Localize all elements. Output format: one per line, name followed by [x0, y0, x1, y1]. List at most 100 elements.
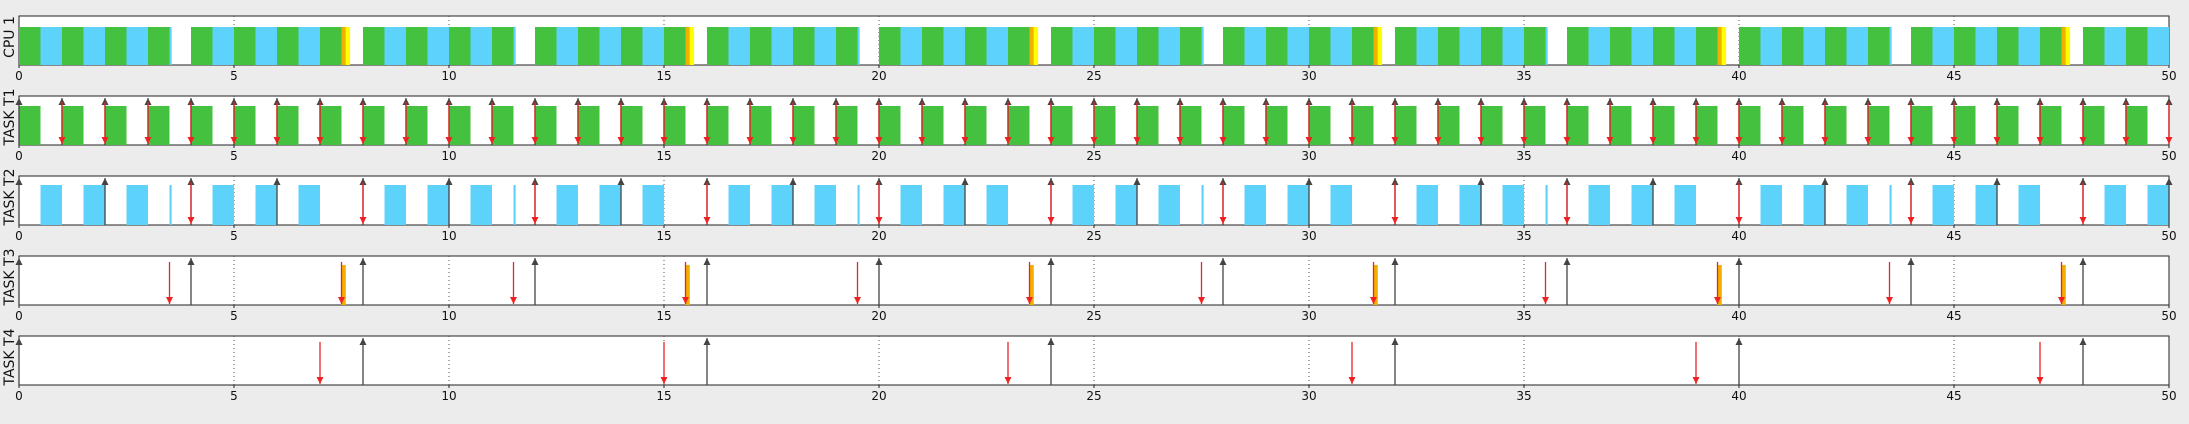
segment-t2 — [1201, 27, 1204, 65]
segment-t1 — [1438, 27, 1460, 65]
segment-t2 — [384, 185, 406, 225]
tick-label: 40 — [1731, 69, 1746, 83]
tick-label: 40 — [1731, 309, 1746, 323]
segment-t2 — [1502, 27, 1524, 65]
segment-t2 — [1158, 27, 1180, 65]
segment-t1 — [750, 27, 772, 65]
segment-t2 — [1459, 27, 1481, 65]
release-arrow — [359, 258, 367, 305]
segment-t1 — [191, 27, 213, 65]
segment-t1 — [406, 106, 428, 145]
segment-t1 — [879, 27, 901, 65]
segment-t1 — [148, 27, 170, 65]
segment-t2 — [1588, 185, 1610, 225]
segment-t2 — [40, 185, 62, 225]
tick-label: 50 — [2161, 309, 2176, 323]
tick-label: 40 — [1731, 229, 1746, 243]
deadline-arrow — [1520, 102, 1528, 144]
tick-label: 45 — [1946, 389, 1961, 403]
segment-t1 — [234, 106, 256, 145]
segment-t1 — [922, 106, 944, 145]
deadline-arrow — [445, 102, 453, 144]
tick-label: 40 — [1731, 389, 1746, 403]
segment-t2 — [1975, 185, 1997, 225]
release-arrow — [1305, 178, 1313, 225]
deadline-arrow — [1692, 102, 1700, 144]
deadline-arrow — [1047, 182, 1055, 224]
segment-t1 — [1180, 106, 1202, 145]
deadline-arrow — [1391, 182, 1399, 224]
segment-t1 — [1309, 27, 1331, 65]
segment-t1 — [1696, 27, 1718, 65]
segment-t2 — [1846, 27, 1868, 65]
tick-label: 15 — [656, 69, 671, 83]
segment-t1 — [1266, 106, 1288, 145]
tick-label: 45 — [1946, 149, 1961, 163]
segment-t1 — [664, 106, 686, 145]
release-arrow — [703, 338, 711, 385]
segment-t2 — [1416, 27, 1438, 65]
segment-t2 — [1158, 185, 1180, 225]
segment-t1 — [2083, 27, 2105, 65]
deadline-arrow — [101, 102, 109, 144]
tick-label: 15 — [656, 149, 671, 163]
tick-label: 25 — [1086, 389, 1101, 403]
deadline-arrow — [359, 102, 367, 144]
release-arrow — [2079, 338, 2087, 385]
release-arrow — [273, 178, 281, 225]
segment-t2 — [1889, 185, 1892, 225]
panel-label: TASK T2 — [2, 168, 18, 226]
segment-t2 — [986, 185, 1008, 225]
segment-t1 — [1567, 27, 1589, 65]
deadline-arrow — [789, 102, 797, 144]
segment-t2 — [1674, 27, 1696, 65]
segment-t1 — [965, 106, 987, 145]
deadline-arrow — [1348, 102, 1356, 144]
segment-t1 — [19, 106, 41, 145]
segment-t2 — [1287, 185, 1309, 225]
deadline-arrow — [1026, 262, 1033, 304]
deadline-arrow — [1563, 102, 1571, 144]
segment-t2 — [1115, 185, 1137, 225]
segment-t2 — [298, 27, 320, 65]
segment-t2 — [900, 27, 922, 65]
segment-t3 — [1373, 265, 1378, 305]
segment-t2 — [212, 27, 234, 65]
deadline-arrow — [875, 182, 883, 224]
segment-t2 — [1287, 27, 1309, 65]
segment-t2 — [83, 185, 105, 225]
segment-t2 — [1975, 27, 1997, 65]
segment-t2 — [728, 185, 750, 225]
deadline-arrow — [166, 262, 173, 304]
segment-t2 — [1889, 27, 1892, 65]
deadline-arrow — [1133, 102, 1141, 144]
deadline-arrow — [1864, 102, 1872, 144]
deadline-arrow — [273, 102, 281, 144]
segment-t2 — [857, 185, 860, 225]
segment-t1 — [1524, 27, 1546, 65]
tick-label: 35 — [1516, 309, 1531, 323]
segment-t1 — [1997, 106, 2019, 145]
release-arrow — [1391, 258, 1399, 305]
deadline-arrow — [832, 102, 840, 144]
segment-t2 — [1932, 27, 1954, 65]
tick-label: 45 — [1946, 309, 1961, 323]
segment-t1 — [836, 106, 858, 145]
segment-t2 — [1631, 27, 1653, 65]
deadline-arrow — [1606, 102, 1614, 144]
segment-t1 — [1782, 27, 1804, 65]
tick-label: 20 — [871, 69, 886, 83]
tick-label: 20 — [871, 309, 886, 323]
segment-t2 — [427, 27, 449, 65]
segment-t1 — [492, 27, 514, 65]
segment-t1 — [2040, 106, 2062, 145]
segment-t2 — [212, 185, 234, 225]
deadline-arrow — [1391, 102, 1399, 144]
deadline-arrow — [1090, 102, 1098, 144]
segment-t1 — [1352, 106, 1374, 145]
segment-t2 — [1674, 185, 1696, 225]
segment-t2 — [255, 185, 277, 225]
release-arrow — [1391, 338, 1399, 385]
deadline-arrow — [2036, 342, 2044, 384]
deadline-arrow — [1176, 102, 1184, 144]
